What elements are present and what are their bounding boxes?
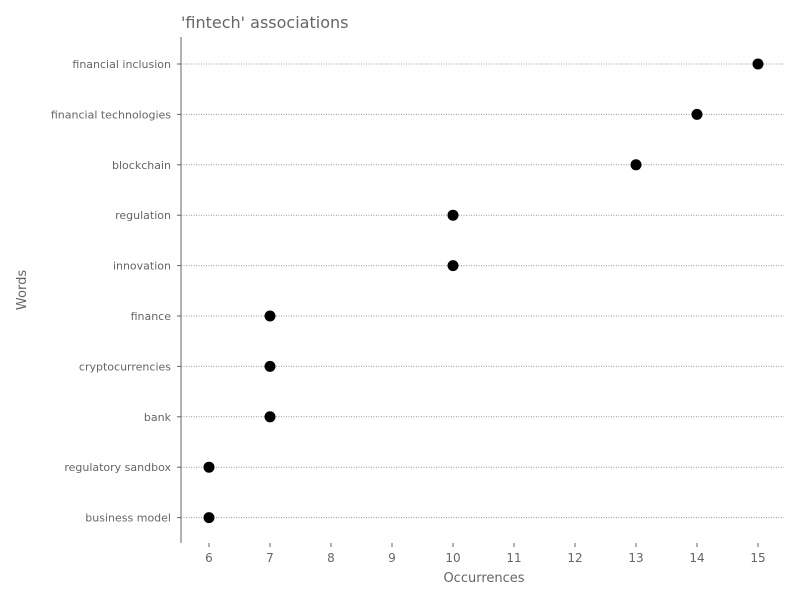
y-tick-label: bank <box>144 411 172 424</box>
y-tick-label: cryptocurrencies <box>79 360 171 373</box>
gridlines <box>181 63 784 519</box>
x-tick-label: 13 <box>628 551 643 565</box>
y-tick-label: finance <box>131 310 172 323</box>
x-tick-label: 11 <box>506 551 521 565</box>
y-tick-label: innovation <box>113 260 171 273</box>
y-axis-label: Words <box>15 270 30 310</box>
data-point <box>752 58 764 70</box>
x-tick-label: 7 <box>266 551 274 565</box>
x-axis-label: Occurrences <box>443 571 524 586</box>
y-tick-label: business model <box>85 512 171 525</box>
x-tick-label: 14 <box>689 551 704 565</box>
x-tick-label: 9 <box>388 551 396 565</box>
data-point <box>264 360 276 372</box>
y-tick-label: regulation <box>115 209 171 222</box>
x-tick-label: 12 <box>567 551 582 565</box>
data-point <box>447 260 459 272</box>
x-tick-label: 6 <box>205 551 213 565</box>
x-tick-label: 15 <box>750 551 765 565</box>
x-tick-label: 10 <box>445 551 460 565</box>
y-tick-label: financial inclusion <box>72 58 171 71</box>
y-tick-label: regulatory sandbox <box>64 461 171 474</box>
data-point <box>630 159 642 171</box>
data-point <box>447 209 459 221</box>
data-point <box>203 512 215 524</box>
x-tick-label: 8 <box>327 551 335 565</box>
data-point <box>203 461 215 473</box>
data-point <box>264 310 276 322</box>
y-tick-labels: financial inclusion financial technologie… <box>51 58 181 525</box>
chart-title: 'fintech' associations <box>181 13 348 32</box>
y-tick-label: blockchain <box>112 159 171 172</box>
x-tick-labels: 6 7 8 9 10 11 12 13 14 15 <box>205 543 766 565</box>
data-point <box>264 411 276 423</box>
data-point <box>691 108 703 120</box>
y-tick-label: financial technologies <box>51 108 171 121</box>
data-points <box>203 58 764 524</box>
